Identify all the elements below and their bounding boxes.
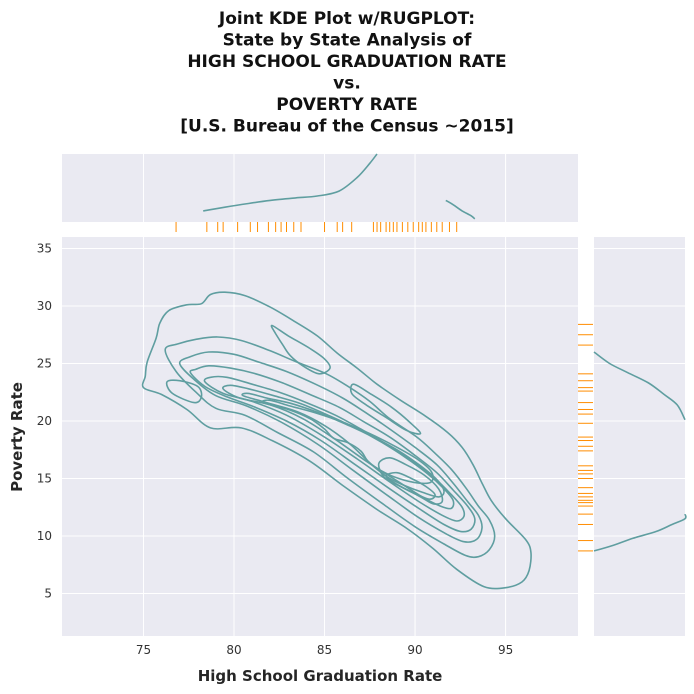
x-tick-label: 90 [407, 643, 422, 657]
x-tick-label: 95 [498, 643, 513, 657]
y-tick-label: 25 [37, 356, 52, 370]
x-axis-label: High School Graduation Rate [198, 667, 443, 685]
kde-contour [203, 375, 466, 522]
x-tick-label: 85 [317, 643, 332, 657]
title-line: [U.S. Bureau of the Census ~2015] [180, 117, 513, 137]
kde-contour [377, 456, 444, 505]
kde-contour [189, 364, 476, 533]
y-tick-label: 15 [37, 471, 52, 485]
x-rug [175, 222, 458, 232]
kde-contour [261, 399, 434, 485]
y-marginal-kde-lower [593, 513, 687, 552]
title-line: HIGH SCHOOL GRADUATION RATE [187, 52, 506, 72]
kde-contour [165, 379, 203, 404]
y-marginal-kde-upper [593, 351, 686, 421]
y-axis-label: Poverty Rate [8, 382, 26, 492]
y-rug [578, 323, 593, 552]
y-tick-label: 20 [37, 414, 52, 428]
kde-contour [164, 336, 496, 559]
kde-contours [141, 291, 532, 590]
joint-grid [62, 237, 578, 636]
right-marginal-panel [594, 237, 685, 636]
x-tick-label: 75 [136, 643, 151, 657]
title-line: vs. [333, 74, 361, 94]
kde-contour [241, 392, 445, 498]
y-tick-label: 5 [44, 586, 52, 600]
y-tick-label: 10 [37, 529, 52, 543]
chart-title: Joint KDE Plot w/RUGPLOT:State by State … [180, 9, 513, 137]
x-marginal-kde-tail [445, 199, 476, 220]
kde-contour [222, 384, 455, 510]
kde-contour [141, 291, 532, 590]
title-line: Joint KDE Plot w/RUGPLOT: [218, 9, 475, 29]
y-tick-label: 30 [37, 299, 52, 313]
title-line: POVERTY RATE [276, 95, 418, 115]
x-tick-label: 80 [226, 643, 241, 657]
y-tick-label: 35 [37, 241, 52, 255]
kde-contour [349, 383, 422, 435]
kde-contour [178, 351, 483, 543]
kde-contour [270, 324, 331, 375]
joint-panel [62, 237, 578, 636]
title-line: State by State Analysis of [223, 31, 472, 51]
top-marginal-grid [142, 154, 507, 222]
x-tick-labels: 75 80 85 90 95 [136, 643, 513, 657]
y-tick-labels: 5 10 15 20 25 30 35 [37, 241, 52, 600]
top-marginal-panel [62, 154, 578, 222]
x-marginal-kde [203, 153, 378, 212]
